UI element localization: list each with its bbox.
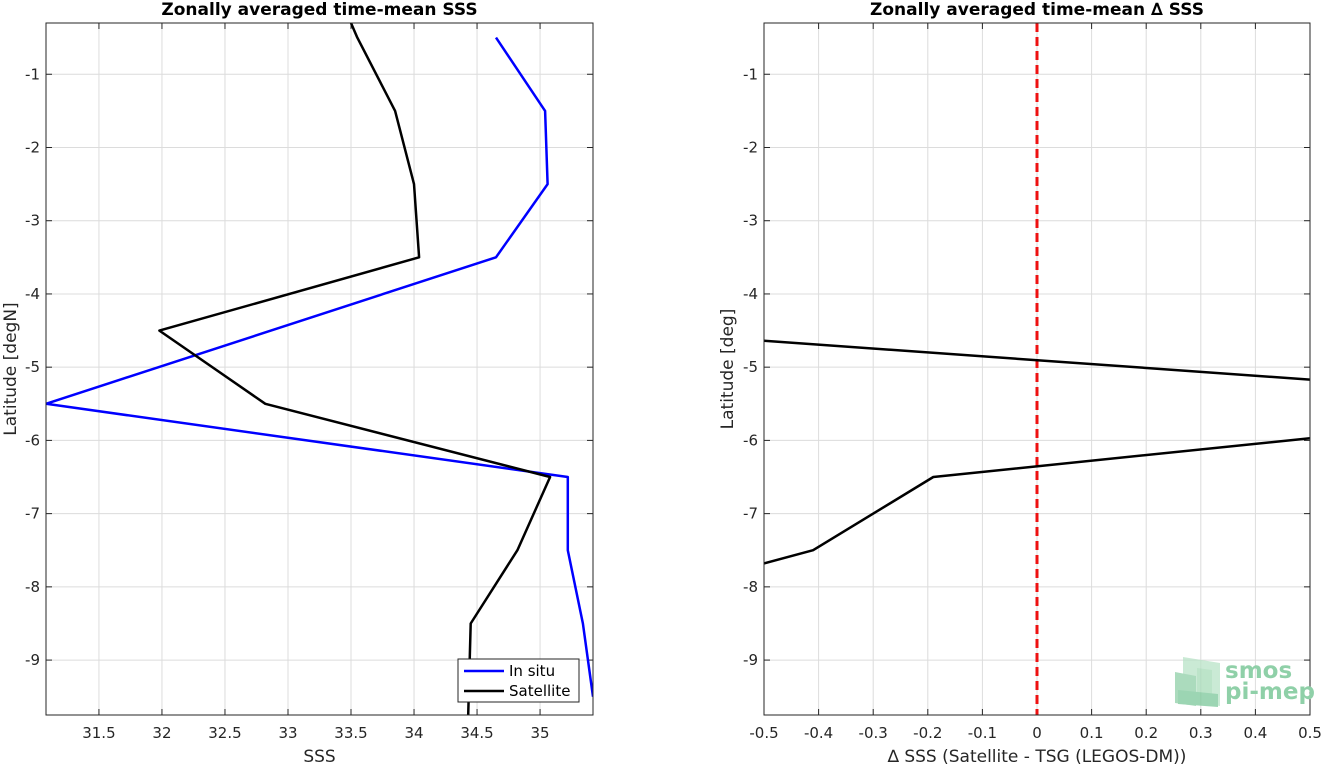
left-x-tick-label: 31.5	[82, 724, 115, 742]
left-grid	[46, 23, 593, 715]
left-y-tick-label: -3	[25, 212, 40, 230]
right-y-tick-label: -7	[743, 505, 758, 523]
logo-text-pi-mep: pi-mep	[1225, 679, 1315, 705]
logo-text-smos: smos	[1225, 658, 1292, 684]
left-y-tick-label: -1	[25, 65, 40, 83]
right-x-tick-label: -0.4	[804, 724, 833, 742]
legend-box	[457, 658, 580, 703]
left-chart-panel: 31.5 32 32.5 33 33.5 34 34.5 35 -1-2-3-4-5-6-7-…	[1, 0, 594, 765]
left-plot-area	[46, 23, 593, 715]
right-y-tick-label: -9	[743, 651, 758, 669]
right-x-tick-label: 0.5	[1298, 724, 1322, 742]
left-y-tick-label: -6	[25, 431, 40, 449]
smos-pi-mep-logo: smos pi-mep	[1175, 657, 1315, 707]
left-tick-marks	[46, 23, 593, 715]
right-x-tick-label: -0.2	[913, 724, 942, 742]
right-x-tick-label: -0.1	[968, 724, 997, 742]
left-chart-title: Zonally averaged time-mean SSS	[161, 0, 477, 20]
left-x-tick-label: 33	[278, 724, 297, 742]
left-plot-frame	[45, 22, 594, 716]
logo-mark-icon	[1175, 657, 1220, 707]
right-x-tick-label: 0	[1032, 724, 1042, 742]
legend: In situ Satellite	[457, 658, 580, 703]
right-x-axis-label: ∆ SSS (Satellite - TSG (LEGOS-DM))	[887, 747, 1187, 765]
right-chart-title: Zonally averaged time-mean ∆ SSS	[870, 0, 1204, 20]
left-x-tick-label: 34	[404, 724, 423, 742]
left-y-tick-labels: -1 -2 -3 -4 -5 -6 -7 -8 -9	[25, 65, 40, 669]
legend-label-satellite: Satellite	[509, 682, 570, 700]
right-tick-marks	[763, 23, 1311, 715]
left-y-tick-label: -8	[25, 578, 40, 596]
right-x-tick-label: 0.4	[1243, 724, 1267, 742]
left-y-tick-label: -4	[25, 285, 40, 303]
right-y-tick-labels: -1 -2 -3 -4 -5 -6 -7 -8 -9	[743, 65, 758, 669]
right-y-tick-label: -4	[743, 285, 758, 303]
left-x-tick-label: 35	[531, 724, 550, 742]
right-x-tick-label: 0.1	[1080, 724, 1104, 742]
left-x-tick-label: 32.5	[208, 724, 241, 742]
right-y-tick-label: -6	[743, 431, 758, 449]
left-y-tick-label: -5	[25, 358, 40, 376]
right-x-tick-label: -0.3	[859, 724, 888, 742]
left-data-lines	[46, 23, 593, 715]
right-x-tick-label: 0.3	[1189, 724, 1213, 742]
legend-label-in-situ: In situ	[509, 662, 555, 680]
right-y-tick-label: -1	[743, 65, 758, 83]
right-y-tick-label: -3	[743, 212, 758, 230]
right-chart-panel: -0.5 -0.4 -0.3 -0.2 -0.1 0 0.1 0.2 0.3 0.4 0.5 -1-…	[718, 0, 1322, 765]
left-series-line-satellite	[158, 23, 552, 715]
left-y-tick-label: -7	[25, 505, 40, 523]
left-y-tick-label: -9	[25, 651, 40, 669]
right-x-tick-label: 0.2	[1134, 724, 1158, 742]
left-y-axis-label: Latitude [degN]	[1, 302, 21, 435]
right-y-tick-label: -8	[743, 578, 758, 596]
right-y-tick-label: -2	[743, 138, 758, 156]
right-series-line-delta-segment-2	[764, 436, 1310, 565]
right-data-lines	[764, 23, 1310, 715]
left-y-tick-label: -2	[25, 138, 40, 156]
right-y-tick-label: -5	[743, 358, 758, 376]
left-series-line-in-situ	[46, 36, 593, 697]
right-y-axis-label: Latitude [deg]	[718, 309, 738, 430]
right-plot-frame	[763, 22, 1311, 716]
right-x-tick-labels: -0.5 -0.4 -0.3 -0.2 -0.1 0 0.1 0.2 0.3 0.4 0.5	[749, 724, 1322, 742]
left-x-tick-label: 34.5	[460, 724, 493, 742]
right-series-line-delta-segment-1	[764, 339, 1310, 381]
left-x-axis-label: SSS	[303, 747, 335, 765]
left-x-tick-labels: 31.5 32 32.5 33 33.5 34 34.5 35	[82, 724, 549, 742]
right-x-tick-label: -0.5	[749, 724, 778, 742]
left-x-tick-label: 32	[152, 724, 171, 742]
left-x-tick-label: 33.5	[334, 724, 367, 742]
